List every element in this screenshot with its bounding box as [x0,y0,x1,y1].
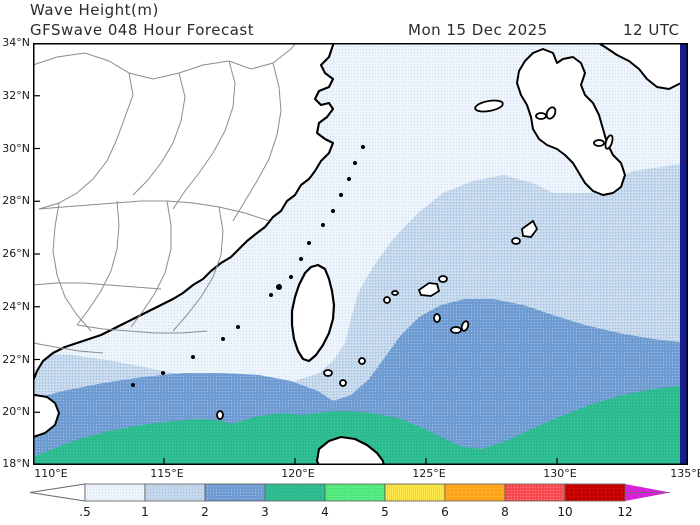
colorbar-label-4: 4 [321,505,329,519]
colorbar-segment-7 [504,483,566,502]
colorbar-segment-3 [264,483,326,502]
colorbar-label-2: 2 [201,505,209,519]
coastline-offshore-islets [131,145,365,387]
colorbar-scale [29,483,670,502]
forecast-valid-date: Mon 15 Dec 2025 [408,21,548,39]
fill-band-3-4-lobe [201,413,305,449]
colorbar-segment-4 [324,483,386,502]
colorbar-label-3: 3 [261,505,269,519]
y-tick-34n: 34°N [2,36,30,49]
coastline-luzon [315,435,385,465]
coastline-hainan [33,394,60,438]
x-tick-135e: 135°E [670,467,700,480]
x-tick-120e: 120°E [281,467,315,480]
colorbar-label-1: 1 [141,505,149,519]
coastline-taiwan [290,263,336,363]
y-tick-24n: 24°N [2,300,30,313]
colorbar-segment-2 [204,483,266,502]
x-tick-110e: 110°E [34,467,68,480]
coastline-japan-kyushu [516,48,626,196]
colorbar-segment-5 [384,483,446,502]
eastern-boundary-strip [680,43,688,465]
coastline-ryukyu-islands [216,99,614,420]
y-tick-32n: 32°N [2,89,30,102]
colorbar-segment-8 [564,483,626,502]
coastline-japan-honshu [596,43,688,90]
y-tick-26n: 26°N [2,247,30,260]
colorbar-segment-6 [444,483,506,502]
variable-title: Wave Height(m) [30,1,159,19]
coastline-china-mainland [33,43,335,388]
map-plot-area: 34°N 32°N 30°N 28°N 26°N 24°N 22°N 20°N … [2,36,700,480]
colorbar-label-5: 5 [381,505,389,519]
landmass-group [33,43,688,465]
y-tick-30n: 30°N [2,142,30,155]
wave-height-map [33,43,688,465]
forecast-cycle-time: 12 UTC [623,21,680,39]
x-tick-130e: 130°E [543,467,577,480]
colorbar-label-9: 12 [617,505,633,519]
fill-band-3-4 [33,385,688,465]
colorbar: .5 1 2 3 4 5 6 8 10 12 [0,483,700,525]
colorbar-label-0: .5 [79,505,91,519]
model-forecast-label: GFSwave 048 Hour Forecast [30,21,255,39]
y-tick-22n: 22°N [2,353,30,366]
colorbar-under-arrow [29,483,86,502]
axis-ticks [33,43,688,465]
colorbar-segment-1 [144,483,206,502]
x-tick-115e: 115°E [150,467,184,480]
chart-header: Wave Height(m) GFSwave 048 Hour Forecast… [0,0,700,40]
y-tick-20n: 20°N [2,405,30,418]
x-tick-125e: 125°E [412,467,446,480]
colorbar-label-7: 8 [501,505,509,519]
y-tick-28n: 28°N [2,194,30,207]
colorbar-label-8: 10 [557,505,573,519]
colorbar-label-6: 6 [441,505,449,519]
province-boundaries [33,43,297,354]
colorbar-segment-0 [84,483,146,502]
y-tick-18n: 18°N [2,457,30,470]
